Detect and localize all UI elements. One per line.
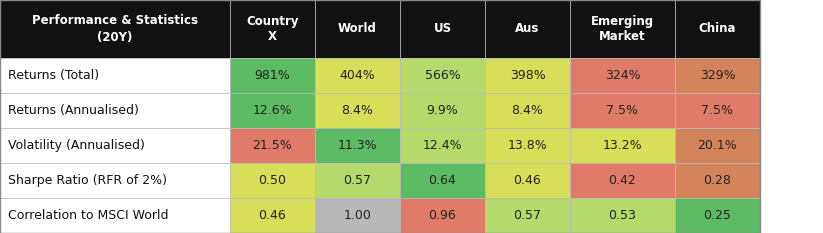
Text: Returns (Annualised): Returns (Annualised) — [8, 104, 139, 117]
Text: 0.64: 0.64 — [429, 174, 457, 187]
Text: 981%: 981% — [254, 69, 291, 82]
Text: 329%: 329% — [700, 69, 735, 82]
Bar — [315, 58, 400, 93]
Text: Correlation to MSCI World: Correlation to MSCI World — [8, 209, 169, 222]
Bar — [315, 93, 400, 128]
Bar — [315, 0, 400, 58]
Text: 0.50: 0.50 — [258, 174, 286, 187]
Bar — [0, 58, 230, 93]
Bar — [570, 128, 675, 163]
Text: Volatility (Annualised): Volatility (Annualised) — [8, 139, 145, 152]
Text: 0.57: 0.57 — [343, 174, 371, 187]
Text: 7.5%: 7.5% — [607, 104, 639, 117]
Bar — [485, 93, 570, 128]
Text: 0.53: 0.53 — [608, 209, 636, 222]
Bar — [570, 0, 675, 58]
Bar — [675, 128, 760, 163]
Text: Performance & Statistics
(20Y): Performance & Statistics (20Y) — [32, 14, 198, 44]
Text: 9.9%: 9.9% — [426, 104, 458, 117]
Bar — [400, 0, 485, 58]
Bar — [230, 0, 315, 58]
Bar — [675, 0, 760, 58]
Text: US: US — [434, 23, 452, 35]
Bar — [570, 163, 675, 198]
Text: 0.28: 0.28 — [704, 174, 732, 187]
Bar — [230, 93, 315, 128]
Text: 13.2%: 13.2% — [602, 139, 642, 152]
Text: 12.6%: 12.6% — [253, 104, 292, 117]
Bar — [485, 163, 570, 198]
Text: 21.5%: 21.5% — [253, 139, 292, 152]
Bar — [400, 163, 485, 198]
Bar — [485, 198, 570, 233]
Text: Country
X: Country X — [246, 14, 299, 44]
Bar — [570, 58, 675, 93]
Bar — [485, 128, 570, 163]
Text: 0.42: 0.42 — [609, 174, 636, 187]
Bar — [570, 198, 675, 233]
Bar — [485, 58, 570, 93]
Text: 0.25: 0.25 — [704, 209, 732, 222]
Text: 8.4%: 8.4% — [512, 104, 543, 117]
Bar — [570, 93, 675, 128]
Text: Emerging
Market: Emerging Market — [591, 14, 654, 44]
Text: China: China — [699, 23, 737, 35]
Text: 13.8%: 13.8% — [508, 139, 547, 152]
Text: 404%: 404% — [340, 69, 375, 82]
Text: 0.96: 0.96 — [429, 209, 457, 222]
Text: 7.5%: 7.5% — [701, 104, 733, 117]
Bar — [0, 93, 230, 128]
Text: Aus: Aus — [515, 23, 540, 35]
Text: 566%: 566% — [425, 69, 460, 82]
Bar — [315, 163, 400, 198]
Bar — [400, 198, 485, 233]
Bar — [400, 93, 485, 128]
Text: Sharpe Ratio (RFR of 2%): Sharpe Ratio (RFR of 2%) — [8, 174, 167, 187]
Bar — [0, 163, 230, 198]
Bar — [230, 163, 315, 198]
Bar — [675, 58, 760, 93]
Text: 12.4%: 12.4% — [423, 139, 463, 152]
Text: 0.57: 0.57 — [514, 209, 542, 222]
Bar — [400, 128, 485, 163]
Bar — [0, 198, 230, 233]
Bar — [230, 128, 315, 163]
Text: Returns (Total): Returns (Total) — [8, 69, 99, 82]
Bar — [315, 128, 400, 163]
Text: 0.46: 0.46 — [258, 209, 286, 222]
Text: 324%: 324% — [605, 69, 640, 82]
Text: 0.46: 0.46 — [514, 174, 542, 187]
Text: 20.1%: 20.1% — [698, 139, 737, 152]
Bar — [0, 128, 230, 163]
Bar — [485, 0, 570, 58]
Bar — [675, 198, 760, 233]
Text: 398%: 398% — [509, 69, 546, 82]
Bar — [0, 0, 230, 58]
Text: 11.3%: 11.3% — [337, 139, 377, 152]
Bar — [230, 58, 315, 93]
Text: World: World — [338, 23, 377, 35]
Bar — [230, 198, 315, 233]
Bar — [315, 198, 400, 233]
Bar — [675, 93, 760, 128]
Bar — [675, 163, 760, 198]
Text: 8.4%: 8.4% — [342, 104, 374, 117]
Text: 1.00: 1.00 — [343, 209, 371, 222]
Bar — [400, 58, 485, 93]
